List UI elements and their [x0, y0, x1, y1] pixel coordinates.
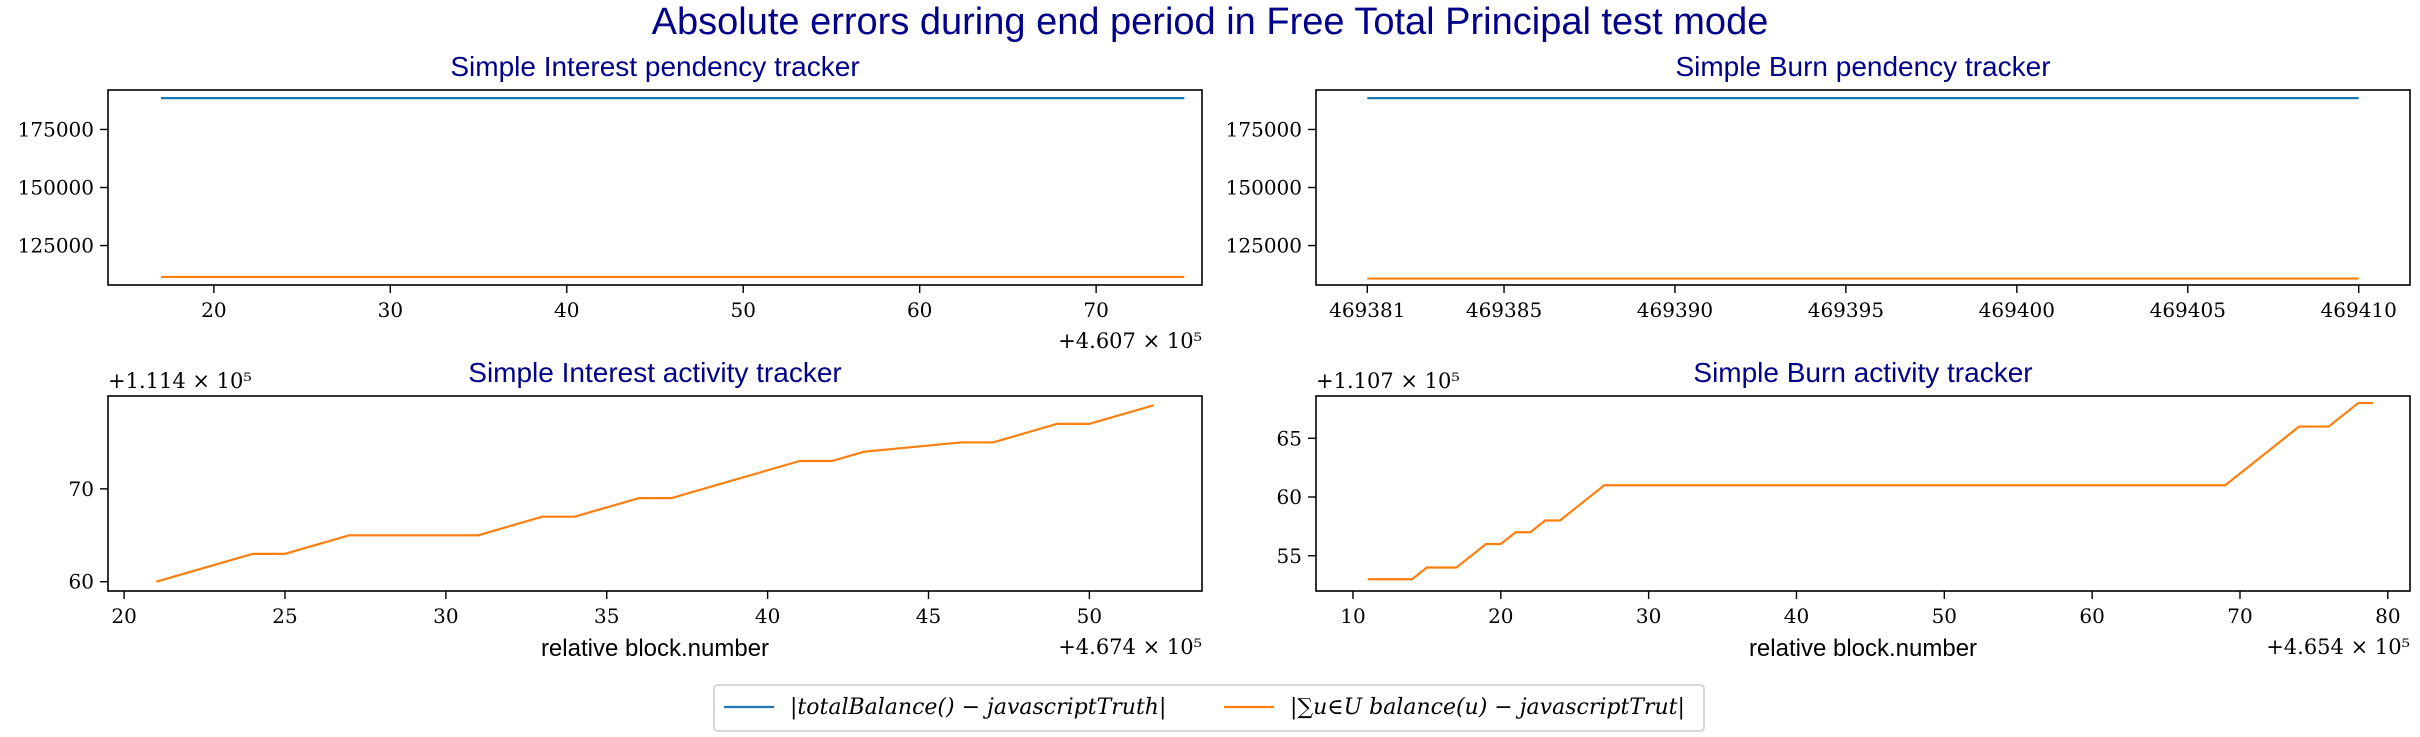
- legend: |totalBalance() − javascriptTruth| |∑u∈U…: [713, 684, 1705, 732]
- burn-activity-series-sum-balance: [1367, 401, 2374, 581]
- burn-pendency-axes-frame: [1315, 89, 2411, 286]
- burn-activity-title: Simple Burn activity tracker: [1693, 357, 2032, 388]
- interest-activity-x-tick-label: 50: [1077, 604, 1102, 628]
- interest-pendency-x-tick-label: 20: [201, 298, 226, 322]
- burn-pendency-y-tick-label: 150000: [1226, 176, 1302, 200]
- burn-pendency-x-tick-label: 469400: [1979, 298, 2055, 322]
- chart-burn-pendency: Simple Burn pendency tracker 469385 469390…: [1226, 51, 2411, 322]
- burn-activity-x-tick-label: 20: [1488, 604, 1513, 628]
- legend-label-total-balance: |totalBalance() − javascriptTruth|: [790, 695, 1166, 720]
- burn-activity-x-tick-label: 70: [2227, 604, 2252, 628]
- interest-activity-x-tick-label: 20: [111, 604, 136, 628]
- interest-pendency-x-tick-label: 50: [730, 298, 755, 322]
- burn-activity-x-tick-label: 40: [1784, 604, 1809, 628]
- interest-activity-title: Simple Interest activity tracker: [468, 357, 841, 388]
- figure-title: Absolute errors during end period in Fre…: [652, 1, 1769, 43]
- burn-activity-x-tick-label: 60: [2079, 604, 2104, 628]
- burn-pendency-x-tick-label: 469405: [2150, 298, 2226, 322]
- chart-interest-activity: Simple Interest activity tracker 20 25 30 35…: [69, 357, 1203, 662]
- interest-pendency-title: Simple Interest pendency tracker: [450, 51, 859, 82]
- interest-pendency-x-tick-label: 30: [378, 298, 403, 322]
- interest-activity-x-tick-label: 30: [433, 604, 458, 628]
- interest-pendency-x-tick-label: 70: [1083, 298, 1108, 322]
- interest-pendency-y-tick-label: 175000: [18, 117, 94, 141]
- interest-pendency-x-tick-label: 40: [554, 298, 579, 322]
- burn-activity-x-tick-label: 10: [1340, 604, 1365, 628]
- interest-activity-axes-frame: [107, 395, 1203, 592]
- interest-activity-x-axis-label: relative block.number: [541, 635, 769, 662]
- interest-activity-y-offset-label: +1.114 × 10⁵: [108, 369, 252, 393]
- interest-pendency-x-offset-label: +4.607 × 10⁵: [1058, 329, 1202, 353]
- chart-burn-activity: Simple Burn activity tracker 10 20 30 40 50 60…: [1277, 357, 2411, 662]
- burn-activity-y-tick-label: 60: [1277, 485, 1302, 509]
- interest-activity-x-tick-label: 45: [916, 604, 941, 628]
- burn-activity-y-tick-label: 55: [1277, 544, 1302, 568]
- burn-pendency-y-tick-label: 125000: [1226, 234, 1302, 258]
- burn-activity-x-tick-label: 30: [1636, 604, 1661, 628]
- interest-activity-x-tick-label: 35: [594, 604, 619, 628]
- burn-activity-x-tick-label: 50: [1932, 604, 1957, 628]
- burn-pendency-x-tick-label: 469385: [1466, 298, 1542, 322]
- burn-activity-y-tick-label: 65: [1277, 426, 1302, 450]
- burn-pendency-y-tick-label: 175000: [1226, 117, 1302, 141]
- chart-interest-pendency: Simple Interest pendency tracker 20 30 40 50…: [18, 51, 1203, 353]
- interest-activity-y-tick-label: 70: [69, 477, 94, 501]
- burn-activity-x-tick-label: 80: [2375, 604, 2400, 628]
- interest-pendency-y-tick-label: 125000: [18, 234, 94, 258]
- interest-activity-x-tick-label: 25: [272, 604, 297, 628]
- burn-pendency-x-tick-label: 469390: [1637, 298, 1713, 322]
- burn-activity-y-offset-label: +1.107 × 10⁵: [1316, 369, 1460, 393]
- legend-box: [713, 684, 1705, 732]
- burn-pendency-x-tick-label: 469410: [2321, 298, 2397, 322]
- burn-activity-x-offset-label: +4.654 × 10⁵: [2266, 635, 2410, 659]
- burn-pendency-x-tick-label: 469395: [1808, 298, 1884, 322]
- burn-pendency-title: Simple Burn pendency tracker: [1675, 51, 2050, 82]
- interest-pendency-y-tick-label: 150000: [18, 176, 94, 200]
- interest-pendency-axes-frame: [107, 89, 1203, 286]
- burn-pendency-x-tick-label: 469381: [1329, 298, 1405, 322]
- legend-label-sum-balance: |∑u∈U balance(u) − javascriptTrut|: [1290, 695, 1685, 720]
- interest-pendency-x-tick-label: 60: [907, 298, 932, 322]
- interest-activity-y-tick-label: 60: [69, 570, 94, 594]
- interest-activity-series-sum-balance: [155, 404, 1155, 583]
- burn-activity-axes-frame: [1315, 395, 2411, 592]
- burn-activity-x-axis-label: relative block.number: [1749, 635, 1977, 662]
- interest-activity-x-tick-label: 40: [755, 604, 780, 628]
- interest-activity-x-offset-label: +4.674 × 10⁵: [1058, 635, 1202, 659]
